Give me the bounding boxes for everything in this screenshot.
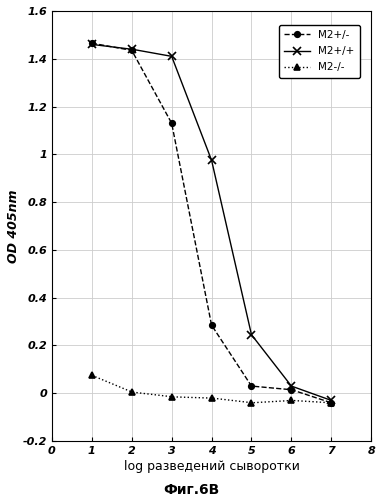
Y-axis label: OD 405nm: OD 405nm: [7, 189, 20, 262]
Legend: M2+/-, M2+/+, M2-/-: M2+/-, M2+/+, M2-/-: [278, 25, 359, 78]
Text: Фиг.6В: Фиг.6В: [163, 484, 219, 498]
X-axis label: log разведений сыворотки: log разведений сыворотки: [124, 460, 299, 473]
